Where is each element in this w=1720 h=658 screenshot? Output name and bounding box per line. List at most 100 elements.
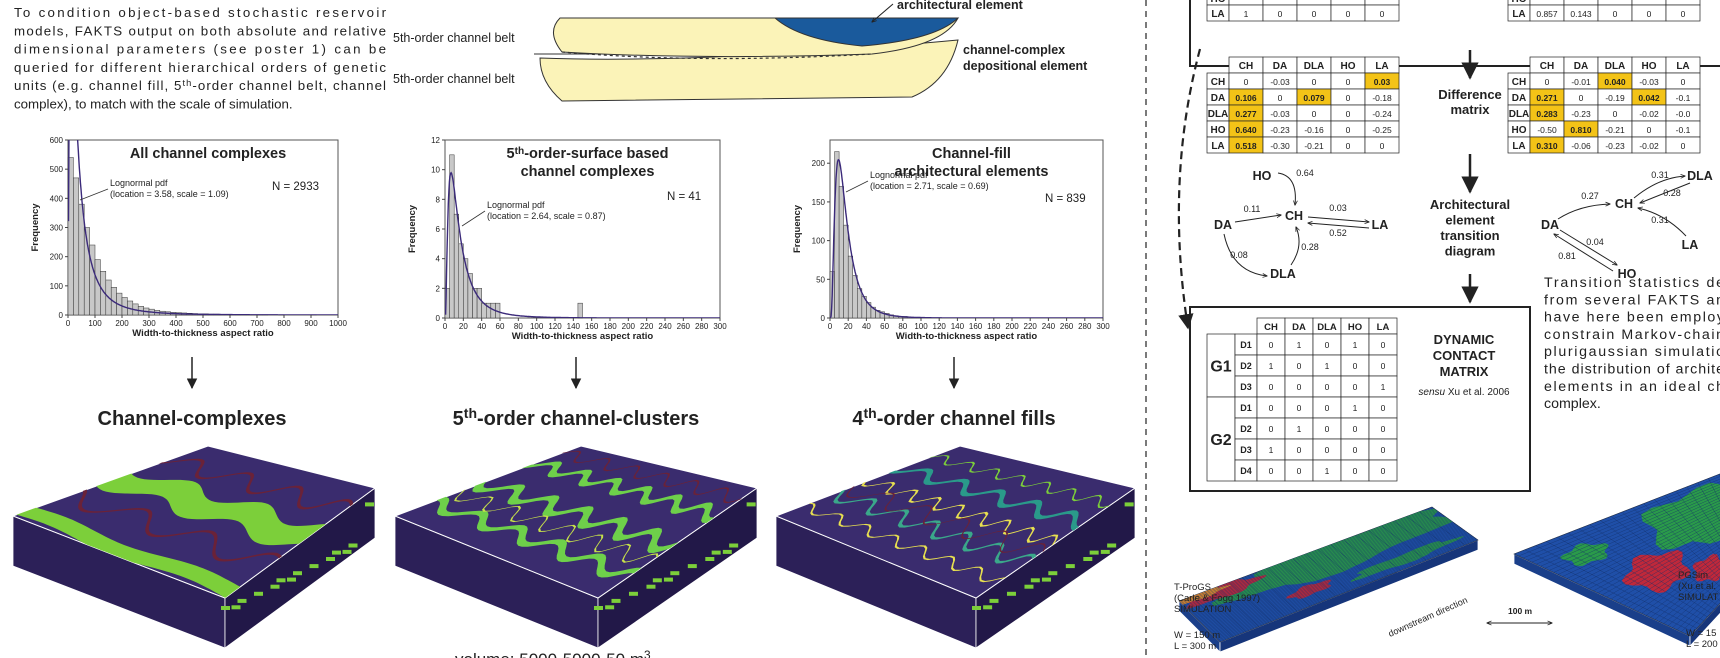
table-value: 0 [1325, 382, 1330, 392]
transition-probability: 0.27 [1581, 191, 1599, 201]
y-tick-label: 8 [436, 195, 441, 204]
table-value: 1 [1269, 445, 1274, 455]
process-label: Architectural [1430, 197, 1510, 212]
side-fleck [972, 606, 981, 610]
text-run: volume: 5000·5000·50 m [455, 650, 644, 658]
table-cell [1229, 0, 1263, 5]
table-value: -0.03 [1270, 109, 1290, 119]
x-tick-label: 180 [987, 322, 1001, 331]
source-run: sensu [1418, 387, 1445, 398]
transition-probability: 0.11 [1244, 204, 1261, 214]
table-value: 0 [1312, 9, 1317, 19]
table-value: 0 [1579, 93, 1584, 103]
table-value: 0 [1353, 382, 1358, 392]
y-tick-label: 600 [50, 136, 64, 145]
side-fleck [1007, 592, 1016, 596]
table-value: 0.106 [1235, 93, 1257, 103]
bar [844, 225, 849, 318]
simulation-label: (Carle & Fogg 1997) [1174, 593, 1260, 604]
paragraph-line: constrain Markov-chain [1544, 327, 1720, 343]
process-label: diagram [1445, 244, 1496, 259]
transition-arrow [1308, 217, 1369, 222]
transition-probability: 0.31 [1651, 215, 1669, 225]
table-value: 1 [1353, 403, 1358, 413]
table-value: 0 [1269, 382, 1274, 392]
y-tick-label: 10 [431, 166, 440, 175]
table-value: 0 [1380, 141, 1385, 151]
table-header: LA [1676, 61, 1689, 72]
y-tick-label: 6 [436, 225, 441, 234]
x-tick-label: 300 [142, 319, 156, 328]
n-label: N = 2933 [272, 181, 319, 193]
dimension-label: L = 200 [1686, 639, 1718, 650]
side-fleck [983, 605, 992, 609]
y-tick-label: 0 [436, 314, 441, 323]
table-header: DA [1574, 61, 1588, 72]
x-tick-label: 220 [640, 322, 654, 331]
table-value: 0 [1681, 9, 1686, 19]
volume-label: volume: 5000·5000·50 m3 [455, 648, 651, 658]
x-tick-label: 1000 [329, 319, 347, 328]
bar [73, 178, 78, 315]
dimension-label: L = 300 m [1174, 641, 1216, 652]
table-value: 0.143 [1570, 9, 1592, 19]
process-label: matrix [1450, 102, 1490, 117]
x-axis-label: Width-to-thickness aspect ratio [512, 331, 654, 342]
side-fleck [747, 502, 756, 506]
side-fleck [349, 544, 358, 548]
x-tick-label: 60 [496, 322, 505, 331]
transition-probability: 0.64 [1296, 168, 1314, 178]
transition-probability: 0.81 [1558, 251, 1576, 261]
table-value: 0 [1681, 141, 1686, 151]
table-header: D2 [1240, 361, 1252, 371]
source-run: Xu et al. 2006 [1445, 387, 1510, 398]
dashed-arrow [1179, 49, 1200, 328]
x-axis-label: Width-to-thickness aspect ratio [132, 328, 274, 339]
table-value: 0 [1613, 109, 1618, 119]
table-header: CH [1512, 77, 1526, 88]
matrix-title: CONTACT [1433, 348, 1496, 363]
downstream-label: downstream direction [1387, 595, 1469, 639]
y-tick-label: 2 [436, 284, 441, 293]
table-value: 0 [1681, 77, 1686, 87]
y-tick-label: 300 [50, 224, 64, 233]
table-header: LA [1377, 322, 1390, 333]
table-value: 0 [1353, 361, 1358, 371]
x-tick-label: 120 [933, 322, 947, 331]
transition-probability: 0.04 [1586, 237, 1604, 247]
x-tick-label: 0 [828, 322, 833, 331]
table-value: 0 [1381, 361, 1386, 371]
table-value: 0 [1353, 445, 1358, 455]
poster: 5th-order channel belt 5th-order channel… [0, 0, 1720, 658]
grid-line [1203, 526, 1459, 625]
side-fleck [611, 599, 620, 603]
transition-probability: 0.31 [1651, 170, 1669, 180]
diagram-node: CH [1285, 209, 1303, 223]
intro-line: models, FAKTS output on both absolute an… [14, 23, 386, 38]
x-tick-label: 260 [677, 322, 691, 331]
table-value: 0 [1353, 424, 1358, 434]
matrix-title: DYNAMIC [1434, 332, 1495, 347]
block-diagram: 5th-order channel belt 5th-order channel… [393, 0, 1088, 101]
bar [454, 214, 459, 318]
table-value: -0.21 [1605, 125, 1625, 135]
table-cell [1365, 0, 1399, 5]
table-header: CH [1239, 61, 1253, 72]
side-fleck [653, 578, 662, 582]
dimension-label: W = 15 [1686, 628, 1716, 639]
dimension-label: W = 150 m [1174, 630, 1220, 641]
fit-annotation: (location = 2.71, scale = 0.69) [870, 181, 989, 191]
table-header: LA [1512, 9, 1525, 20]
grid-line [1204, 527, 1460, 626]
side-fleck [277, 578, 286, 582]
table-header: HO [1211, 0, 1226, 5]
x-tick-label: 240 [658, 322, 672, 331]
y-axis-label: Frequency [792, 204, 803, 253]
table-value: 0 [1269, 340, 1274, 350]
transition-arrow [1235, 215, 1281, 222]
table-header: DLA [1208, 109, 1229, 120]
y-tick-label: 150 [812, 198, 826, 207]
group-label: G1 [1210, 359, 1231, 376]
text-run: -order channel belt, channel [192, 78, 386, 93]
transition-probability: 0.52 [1329, 228, 1347, 238]
